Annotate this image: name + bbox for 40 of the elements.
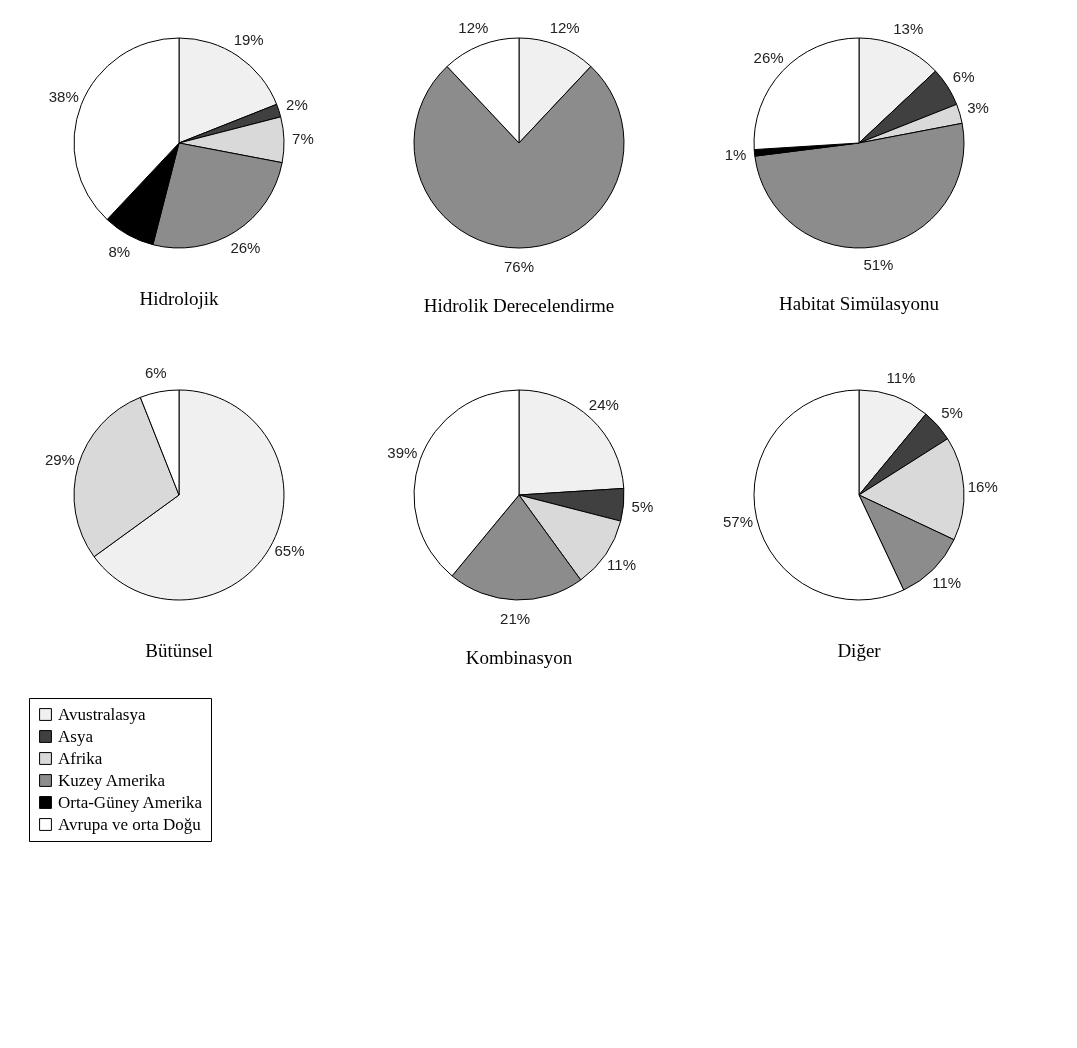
data-label: 21% xyxy=(500,609,531,627)
data-label: 6% xyxy=(952,67,975,85)
text: Diğer xyxy=(837,640,882,661)
text: Habitat Simülasyonu xyxy=(779,293,940,315)
data-label: 16% xyxy=(967,478,998,496)
data-label: 11% xyxy=(932,573,962,591)
data-label: 39% xyxy=(387,444,418,461)
text: Kombinasyon xyxy=(465,646,573,668)
data-label: 24% xyxy=(588,395,619,413)
data-label: 19% xyxy=(233,31,264,49)
data-label: 65% xyxy=(274,542,305,560)
legend-label: Kuzey Amerika xyxy=(58,770,166,790)
legend-label: Asya xyxy=(58,726,94,746)
data-label: 12% xyxy=(458,18,489,36)
data-label: 11% xyxy=(886,369,916,387)
legend-label: Avustralasya xyxy=(58,704,146,724)
data-label: 57% xyxy=(722,513,753,531)
data-label: 12% xyxy=(549,18,580,36)
text: Hidrolojik xyxy=(139,288,220,309)
data-label: 76% xyxy=(503,258,535,275)
data-label: 11% xyxy=(607,555,637,573)
data-label: 5% xyxy=(631,497,654,515)
data-label: 8% xyxy=(108,242,131,260)
data-label: 3% xyxy=(967,99,989,117)
legend-label: Orta-Güney Amerika xyxy=(58,792,203,812)
text: Hidrolik Derecelendirme xyxy=(423,295,615,316)
data-label: 2% xyxy=(286,95,308,113)
legend-label: Avrupa ve orta Doğu xyxy=(58,814,202,834)
data-label: 51% xyxy=(863,256,894,274)
data-label: 13% xyxy=(893,20,924,38)
text: Bütünsel xyxy=(145,640,213,661)
legend-label: Afrika xyxy=(58,748,103,768)
data-label: 1% xyxy=(724,145,747,163)
data-label: 38% xyxy=(48,88,79,106)
data-label: 29% xyxy=(44,451,75,469)
data-label: 5% xyxy=(941,404,963,421)
data-label: 7% xyxy=(292,130,314,148)
data-label: 26% xyxy=(230,238,261,256)
data-label: 6% xyxy=(144,364,167,382)
data-label: 26% xyxy=(753,49,784,67)
